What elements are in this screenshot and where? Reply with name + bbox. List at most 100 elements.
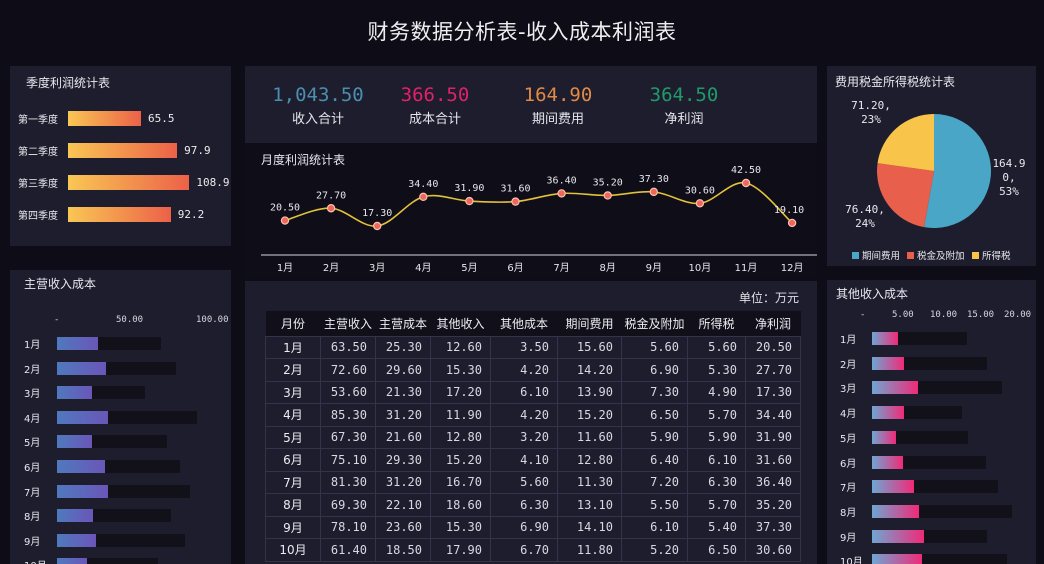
bar-row: 3月 (827, 381, 1044, 396)
cost-bar[interactable] (872, 455, 903, 469)
cost-bar[interactable] (872, 480, 915, 494)
pie-slice-2[interactable] (877, 114, 934, 171)
value-cell: 23.60 (375, 515, 431, 539)
cost-bar[interactable] (872, 406, 904, 420)
quarter-value: 92.2 (177, 208, 205, 221)
value-cell: 5.90 (620, 425, 689, 449)
data-point[interactable] (326, 204, 336, 213)
axis-tick: - (860, 310, 866, 320)
bar-row: 9月 (827, 529, 1044, 544)
cost-bar[interactable] (57, 361, 106, 375)
cost-bar[interactable] (57, 386, 92, 400)
value-cell: 63.50 (320, 335, 376, 359)
cost-bar[interactable] (57, 533, 96, 547)
column-header[interactable]: 其他收入 (430, 311, 491, 336)
kpi-value: 366.50 (400, 84, 470, 106)
cost-bar[interactable] (872, 381, 918, 395)
value-cell: 17.30 (745, 380, 802, 404)
data-point[interactable] (603, 191, 612, 200)
bar-row: 6月 (827, 455, 1044, 470)
value-cell: 4.20 (490, 358, 558, 382)
x-axis-tick: 1月 (277, 262, 293, 274)
data-label: 34.40 (408, 179, 438, 190)
month-label: 4月 (840, 409, 857, 421)
column-header[interactable]: 其他成本 (490, 311, 558, 336)
data-point[interactable] (280, 216, 290, 225)
cost-bar[interactable] (57, 435, 93, 449)
value-cell: 5.90 (687, 425, 747, 449)
cost-bar[interactable] (57, 558, 88, 564)
pie-label: 71.20, (851, 99, 891, 112)
cost-bar[interactable] (872, 554, 923, 564)
value-cell: 5.50 (620, 493, 689, 517)
month-label: 10月 (24, 557, 54, 564)
table-row: 6月 75.10 29.30 15.20 4.10 12.80 6.40 6.10 31.60 (265, 448, 802, 472)
month-label: 6月 (24, 463, 41, 474)
x-axis-tick: 5月 (461, 262, 477, 274)
income-bar[interactable] (872, 430, 969, 444)
cost-bar[interactable] (57, 460, 106, 473)
data-point[interactable] (557, 189, 566, 198)
data-point[interactable] (372, 221, 382, 231)
cost-bar[interactable] (872, 430, 897, 444)
bar-row: 10月 (827, 554, 1044, 564)
cost-bar[interactable] (872, 332, 899, 345)
column-header[interactable]: 期间费用 (557, 311, 622, 336)
legend-swatch (852, 252, 859, 259)
data-point[interactable] (695, 199, 705, 208)
value-cell: 6.90 (490, 515, 558, 539)
x-axis-tick: 12月 (781, 262, 804, 274)
bar-row: 7月 (10, 484, 231, 499)
data-point[interactable] (741, 178, 751, 188)
quarter-bar (68, 175, 190, 190)
data-point[interactable] (649, 187, 658, 197)
axis-tick: 5.00 (892, 310, 914, 320)
column-header[interactable]: 主营成本 (375, 311, 431, 336)
cost-bar[interactable] (57, 337, 99, 350)
column-header[interactable]: 主营收入 (320, 311, 376, 336)
quarter-label: 第一季度 (18, 115, 58, 126)
data-point[interactable] (465, 196, 474, 206)
month-label: 5月 (840, 433, 857, 445)
column-header[interactable]: 所得税 (687, 311, 746, 336)
legend-label[interactable]: 期间费用 (862, 250, 900, 262)
column-header[interactable]: 净利润 (745, 311, 801, 336)
legend-label[interactable]: 所得税 (982, 250, 1011, 262)
data-point[interactable] (787, 218, 797, 228)
cost-bar[interactable] (57, 484, 109, 498)
pie-slice-1[interactable] (877, 163, 934, 228)
value-cell: 78.10 (320, 515, 376, 539)
value-cell: 4.90 (687, 380, 747, 404)
pie-slice-0[interactable] (924, 114, 991, 228)
bar-row: 1月 (827, 332, 1044, 346)
data-point[interactable] (511, 197, 520, 206)
legend-label[interactable]: 税金及附加 (917, 250, 965, 262)
kpi-label: 净利润 (664, 112, 704, 127)
month-cell: 6月 (265, 448, 321, 472)
column-header[interactable]: 月份 (265, 311, 321, 336)
column-header[interactable]: 税金及附加 (621, 311, 688, 336)
month-label: 3月 (840, 384, 857, 396)
value-cell: 3.50 (490, 335, 558, 359)
profit-line (284, 182, 793, 227)
cost-bar[interactable] (57, 509, 94, 523)
value-cell: 34.40 (745, 403, 802, 427)
value-cell: 11.90 (430, 403, 491, 427)
month-cell: 8月 (265, 493, 321, 517)
quarter-panel-title: 季度利润统计表 (26, 76, 111, 90)
cost-bar[interactable] (872, 529, 924, 543)
bar-row: 2月 (827, 356, 1044, 371)
income-bar[interactable] (872, 554, 1007, 564)
value-cell: 69.30 (320, 493, 376, 517)
value-cell: 31.20 (375, 403, 431, 427)
value-cell: 53.60 (320, 380, 376, 404)
axis-tick: 20.00 (1004, 310, 1032, 320)
pie-label: 164.9 (992, 157, 1025, 170)
income-bar[interactable] (57, 558, 158, 564)
data-point[interactable] (419, 192, 428, 202)
value-cell: 5.20 (620, 538, 689, 562)
x-axis-tick: 11月 (735, 262, 758, 274)
cost-bar[interactable] (57, 410, 109, 424)
cost-bar[interactable] (872, 356, 904, 370)
cost-bar[interactable] (872, 504, 920, 518)
